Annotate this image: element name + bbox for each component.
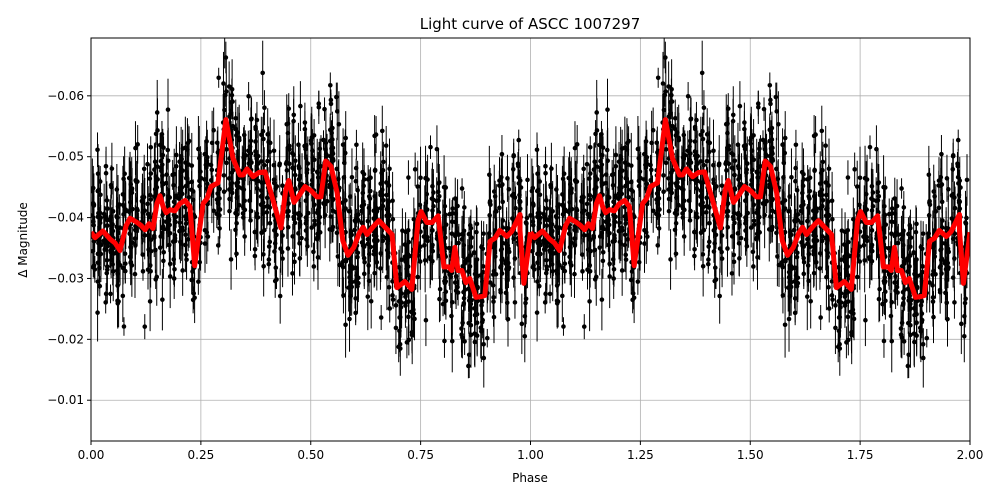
x-tick-label: 0.75 bbox=[407, 448, 434, 462]
x-tick-label: 1.75 bbox=[847, 448, 874, 462]
y-tick-label: −0.05 bbox=[47, 150, 84, 164]
y-tick-label: −0.01 bbox=[47, 393, 84, 407]
y-tick-label: −0.02 bbox=[47, 332, 84, 346]
plot-area bbox=[90, 37, 971, 442]
x-tick-label: 0.25 bbox=[188, 448, 215, 462]
chart-title: Light curve of ASCC 1007297 bbox=[420, 15, 641, 33]
model-curve-period bbox=[91, 117, 533, 300]
x-tick-label: 0.00 bbox=[78, 448, 105, 462]
x-tick-label: 0.50 bbox=[297, 448, 324, 462]
observation-points bbox=[91, 38, 970, 388]
y-tick-label: −0.03 bbox=[47, 271, 84, 285]
y-axis-ticks: −0.06 −0.05 −0.04 −0.03 −0.02 −0.01 bbox=[47, 89, 91, 407]
x-axis-label: Phase bbox=[512, 471, 548, 485]
x-tick-label: 1.00 bbox=[517, 448, 544, 462]
model-curve bbox=[91, 117, 970, 300]
x-axis-ticks: 0.00 0.25 0.50 0.75 1.00 1.25 1.50 1.75 2.00 bbox=[78, 441, 984, 462]
x-tick-label: 1.50 bbox=[737, 448, 764, 462]
y-tick-label: −0.06 bbox=[47, 89, 84, 103]
y-tick-label: −0.04 bbox=[47, 211, 84, 225]
y-axis-label: Δ Magnitude bbox=[16, 202, 30, 278]
x-tick-label: 1.25 bbox=[627, 448, 654, 462]
model-curve-period bbox=[528, 117, 970, 300]
x-tick-label: 2.00 bbox=[957, 448, 984, 462]
